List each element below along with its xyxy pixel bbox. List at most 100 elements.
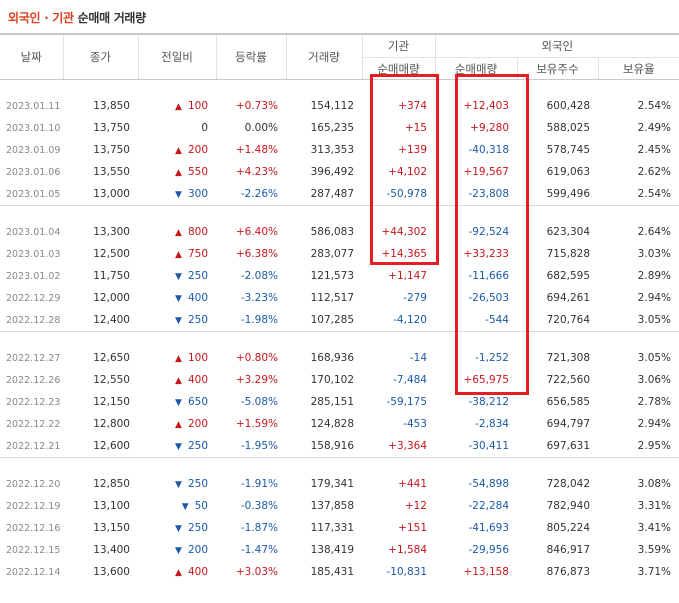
- group-spacer: [0, 457, 679, 473]
- cell-volume: 158,916: [310, 440, 354, 452]
- table-row: 2022.12.27 12,650 ▲ 100 +0.80% 168,936 -14 -1,2…: [0, 347, 679, 369]
- cell-ratio: 2.54%: [637, 188, 672, 200]
- cell-rate: +6.38%: [235, 248, 278, 260]
- table-row: 2022.12.20 12,850 ▼ 250 -1.91% 179,341 +441 -54…: [0, 473, 679, 495]
- cell-inst-net: +139: [398, 144, 427, 156]
- cell-foreign-net: +33,233: [463, 248, 509, 260]
- cell-rate: -0.38%: [240, 500, 278, 512]
- cell-rate: +1.59%: [235, 418, 278, 430]
- cell-inst-net: +12: [404, 500, 427, 512]
- group-spacer-cell: [0, 205, 679, 221]
- group-spacer: [0, 80, 679, 96]
- table-row: 2023.01.10 13,750 0 0.00% 165,235 +15 +9,280 58…: [0, 117, 679, 139]
- cell-inst-net: +4,102: [388, 166, 427, 178]
- cell-ratio: 3.31%: [637, 500, 672, 512]
- panel-title-main: 순매매 거래량: [73, 11, 147, 25]
- cell-rate: +6.40%: [235, 226, 278, 238]
- cell-inst-net: -7,484: [393, 374, 427, 386]
- triangle-up-icon: ▲: [175, 376, 182, 386]
- panel-title: 외국인 · 기관 순매매 거래량: [8, 9, 146, 26]
- cell-change: ▼ 200: [138, 539, 216, 561]
- triangle-up-icon: ▲: [175, 146, 182, 156]
- table-row: 2022.12.16 13,150 ▼ 250 -1.87% 117,331 +151 -41…: [0, 517, 679, 539]
- cell-rate: 0.00%: [244, 122, 278, 134]
- col-header-volume: 거래량: [286, 33, 363, 80]
- cell-change: ▲ 400: [138, 561, 216, 583]
- cell-close: 12,550: [93, 374, 130, 386]
- cell-volume: 586,083: [310, 226, 354, 238]
- triangle-down-icon: ▼: [181, 502, 189, 512]
- cell-close: 13,550: [93, 166, 130, 178]
- triangle-up-icon: ▲: [175, 420, 182, 430]
- col-header-date: 날짜: [0, 33, 64, 80]
- cell-ratio: 3.06%: [637, 374, 672, 386]
- cell-inst-net: -453: [403, 418, 427, 430]
- cell-date: 2022.12.26: [6, 374, 61, 386]
- change-value: 250: [187, 314, 208, 326]
- cell-close: 13,600: [93, 566, 130, 578]
- change-value: 750: [187, 248, 208, 260]
- cell-volume: 137,858: [310, 500, 354, 512]
- cell-ratio: 3.05%: [637, 314, 672, 326]
- cell-volume: 283,077: [310, 248, 354, 260]
- cell-date: 2022.12.27: [6, 352, 61, 364]
- table-row: 2022.12.14 13,600 ▲ 400 +3.03% 185,431 -10,831…: [0, 561, 679, 583]
- cell-rate: -2.08%: [240, 270, 278, 282]
- cell-date: 2023.01.04: [6, 226, 61, 238]
- cell-foreign-net: -54,898: [468, 478, 509, 490]
- triangle-down-icon: ▼: [175, 546, 182, 556]
- cell-close: 12,400: [93, 314, 130, 326]
- change-value: 200: [187, 144, 208, 156]
- group-spacer: [0, 205, 679, 221]
- cell-change: 0: [138, 117, 216, 139]
- cell-date: 2022.12.28: [6, 314, 61, 326]
- cell-date: 2022.12.20: [6, 478, 61, 490]
- cell-ratio: 3.71%: [637, 566, 672, 578]
- cell-rate: -2.26%: [240, 188, 278, 200]
- change-value: 50: [194, 500, 208, 512]
- cell-foreign-net: -26,503: [468, 292, 509, 304]
- table-row: 2023.01.09 13,750 ▲ 200 +1.48% 313,353 +139 -40…: [0, 139, 679, 161]
- cell-change: ▼ 250: [138, 435, 216, 458]
- cell-volume: 287,487: [310, 188, 354, 200]
- table-row: 2022.12.23 12,150 ▼ 650 -5.08% 285,151 -59,175…: [0, 391, 679, 413]
- cell-foreign-net: -2,834: [475, 418, 509, 430]
- table-row: 2022.12.29 12,000 ▼ 400 -3.23% 112,517 -279 -26…: [0, 287, 679, 309]
- cell-close: 13,300: [93, 226, 130, 238]
- cell-inst-net: +151: [398, 522, 427, 534]
- col-header-ratio: 보유율: [598, 57, 679, 80]
- cell-ratio: 2.89%: [637, 270, 672, 282]
- cell-close: 12,000: [93, 292, 130, 304]
- cell-holdings: 697,631: [546, 440, 590, 452]
- cell-holdings: 720,764: [546, 314, 590, 326]
- cell-volume: 185,431: [310, 566, 354, 578]
- cell-inst-net: +14,365: [381, 248, 427, 260]
- cell-date: 2023.01.09: [6, 144, 61, 156]
- cell-rate: -1.47%: [240, 544, 278, 556]
- cell-inst-net: -59,175: [386, 396, 427, 408]
- cell-rate: +3.03%: [235, 566, 278, 578]
- cell-ratio: 3.41%: [637, 522, 672, 534]
- cell-date: 2023.01.03: [6, 248, 61, 260]
- col-group-institution: 기관: [362, 33, 436, 58]
- cell-foreign-net: -30,411: [468, 440, 509, 452]
- cell-volume: 107,285: [310, 314, 354, 326]
- cell-foreign-net: +65,975: [463, 374, 509, 386]
- col-header-close: 종가: [63, 33, 139, 80]
- cell-inst-net: +374: [398, 100, 427, 112]
- change-value: 300: [187, 188, 208, 200]
- cell-foreign-net: +13,158: [463, 566, 509, 578]
- cell-close: 12,800: [93, 418, 130, 430]
- cell-volume: 112,517: [310, 292, 354, 304]
- triangle-down-icon: ▼: [175, 480, 182, 490]
- cell-volume: 170,102: [310, 374, 354, 386]
- cell-ratio: 2.94%: [637, 292, 672, 304]
- triangle-down-icon: ▼: [175, 190, 182, 200]
- cell-inst-net: +15: [404, 122, 427, 134]
- cell-change: ▲ 100: [138, 95, 216, 117]
- cell-rate: +1.48%: [235, 144, 278, 156]
- change-value: 200: [187, 544, 208, 556]
- cell-rate: -1.98%: [240, 314, 278, 326]
- cell-foreign-net: -11,666: [468, 270, 509, 282]
- change-value: 550: [187, 166, 208, 178]
